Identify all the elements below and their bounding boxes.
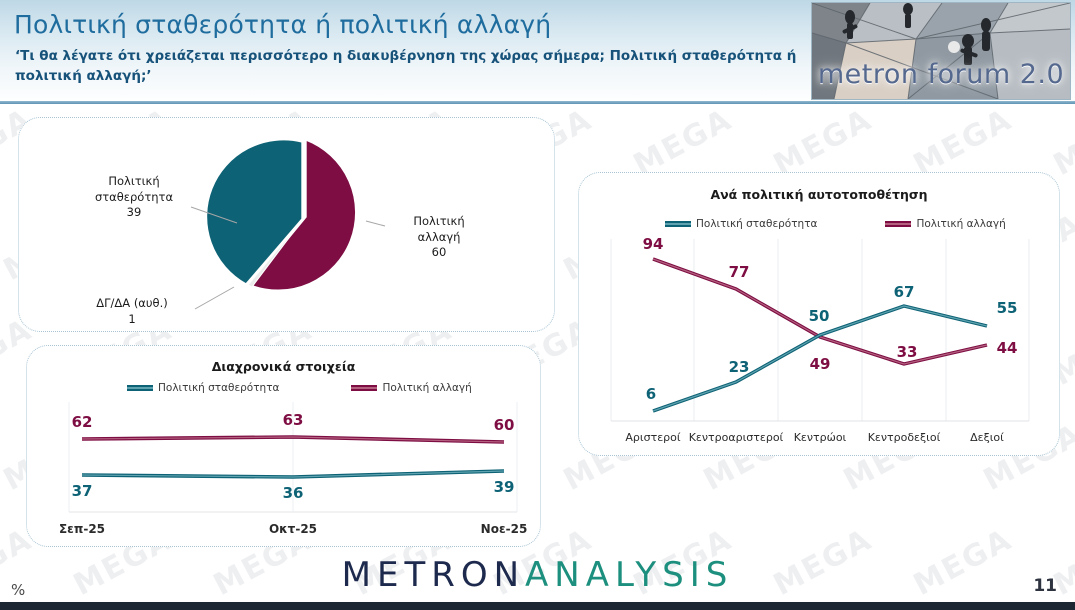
trend-line-chart: 62 63 60 37 36 39 Σεπ-25 Οκτ-25 Νοε-25 bbox=[59, 402, 528, 536]
self-line-change-inner bbox=[652, 258, 988, 365]
brand-analysis: ANALYSIS bbox=[525, 555, 734, 595]
page-title: Πολιτική σταθερότητα ή πολιτική αλλαγή bbox=[14, 10, 552, 39]
watermark-text: MEGA bbox=[907, 102, 1019, 183]
panel-overall-pie: Πολιτική σταθερότητα 39 Πολιτική αλλαγή … bbox=[18, 117, 555, 332]
pie-slice-stability bbox=[205, 139, 303, 285]
self-line-chart: 94 77 49 33 44 6 23 50 67 55 Αριστεροί Κ… bbox=[610, 235, 1030, 444]
trend-legend-label-change: Πολιτική αλλαγή bbox=[382, 382, 472, 394]
self-label-stability-3: 67 bbox=[894, 283, 915, 301]
trend-xtick-1: Οκτ-25 bbox=[269, 522, 317, 536]
page-number: 11 bbox=[1033, 576, 1057, 596]
brand-metron: METRON bbox=[341, 555, 526, 595]
trend-legend-swatch-change bbox=[351, 385, 378, 391]
pie-label-stability-value: 39 bbox=[126, 205, 142, 220]
self-line-stability-inner bbox=[652, 305, 988, 412]
footer-bar bbox=[0, 602, 1075, 610]
slide-header: Πολιτική σταθερότητα ή πολιτική αλλαγή ‘… bbox=[0, 0, 1075, 104]
self-label-change-1: 77 bbox=[729, 263, 750, 281]
self-legend-label-stability: Πολιτική σταθερότητα bbox=[696, 218, 818, 230]
self-xtick-0: Αριστεροί bbox=[625, 431, 680, 444]
panel-trend-over-time: Διαχρονικά στοιχεία Πολιτική σταθερότητα… bbox=[26, 345, 541, 547]
pie-slice-dkdn bbox=[247, 217, 305, 288]
metron-analysis-logo: METRONANALYSIS bbox=[0, 555, 1075, 595]
self-legend-item-stability: Πολιτική σταθερότητα bbox=[665, 218, 817, 230]
self-label-stability-4: 55 bbox=[997, 299, 1018, 317]
trend-label-stability-0: 37 bbox=[72, 482, 93, 500]
trend-legend: Πολιτική σταθερότητα Πολιτική αλλαγή bbox=[127, 382, 472, 394]
logo-photo-graphic bbox=[812, 3, 1070, 99]
self-label-change-4: 44 bbox=[997, 339, 1018, 357]
trend-xtick-0: Σεπ-25 bbox=[59, 522, 105, 536]
watermark-text: MEGA bbox=[767, 102, 879, 183]
watermark-text: MEGA bbox=[1047, 102, 1075, 183]
trend-legend-label-stability: Πολιτική σταθερότητα bbox=[158, 382, 280, 394]
self-legend-swatch-stability bbox=[665, 221, 691, 227]
self-xtick-1: Κεντροαριστεροί bbox=[689, 431, 784, 444]
self-label-stability-2: 50 bbox=[809, 307, 830, 325]
self-xtick-4: Δεξιοί bbox=[970, 431, 1004, 444]
self-label-change-0: 94 bbox=[643, 235, 664, 253]
pie-label-dkdn: ΔΓ/ΔΑ (αυθ.) 1 bbox=[67, 296, 197, 327]
trend-label-stability-2: 39 bbox=[494, 478, 515, 496]
trend-chart-title: Διαχρονικά στοιχεία bbox=[211, 359, 356, 374]
trend-legend-item-change: Πολιτική αλλαγή bbox=[351, 382, 472, 394]
self-label-stability-1: 23 bbox=[729, 358, 750, 376]
self-legend-item-change: Πολιτική αλλαγή bbox=[885, 218, 1006, 230]
trend-label-change-2: 60 bbox=[494, 416, 515, 434]
pie-label-dkdn-value: 1 bbox=[128, 311, 136, 326]
logo-text: metron forum 2.0 bbox=[817, 59, 1065, 90]
page-subtitle: ‘Τι θα λέγατε ότι χρειάζεται περισσότερο… bbox=[15, 48, 797, 84]
trend-label-change-0: 62 bbox=[72, 413, 93, 431]
self-legend-swatch-change bbox=[885, 221, 912, 227]
self-legend-label-change: Πολιτική αλλαγή bbox=[916, 218, 1006, 230]
pie-label-change-line1: Πολιτική αλλαγή bbox=[413, 214, 465, 244]
self-label-stability-0: 6 bbox=[646, 385, 656, 403]
self-legend: Πολιτική σταθερότητα Πολιτική αλλαγή bbox=[665, 218, 1006, 230]
trend-line-stability-inner bbox=[81, 470, 505, 478]
self-label-change-3: 33 bbox=[897, 343, 918, 361]
pie-chart bbox=[190, 138, 386, 310]
trend-label-change-1: 63 bbox=[283, 411, 304, 429]
trend-line-change-inner bbox=[81, 436, 505, 443]
self-chart-title: Ανά πολιτική αυτοτοποθέτηση bbox=[710, 187, 928, 202]
pie-label-dkdn-text: ΔΓ/ΔΑ (αυθ.) bbox=[96, 296, 168, 310]
panel-by-self-placement: Ανά πολιτική αυτοτοποθέτηση Πολιτική στα… bbox=[578, 172, 1060, 456]
self-xtick-2: Κεντρώοι bbox=[794, 431, 847, 444]
pie-label-change: Πολιτική αλλαγή 60 bbox=[384, 214, 494, 261]
pie-slice-change bbox=[248, 138, 357, 291]
trend-legend-item-stability: Πολιτική σταθερότητα bbox=[127, 382, 279, 394]
trend-label-stability-1: 36 bbox=[283, 484, 304, 502]
pie-label-change-value: 60 bbox=[431, 245, 447, 260]
pie-label-stability: Πολιτική σταθερότητα 39 bbox=[79, 174, 189, 221]
pie-label-stability-line1: Πολιτική σταθερότητα bbox=[94, 174, 174, 204]
trend-xtick-2: Νοε-25 bbox=[481, 522, 528, 536]
pie-leader-change bbox=[365, 220, 386, 227]
metron-forum-logo: metron forum 2.0 bbox=[811, 2, 1071, 100]
self-xtick-3: Κεντροδεξιοί bbox=[868, 431, 941, 444]
self-label-change-2: 49 bbox=[810, 355, 831, 373]
pie-leader-stability bbox=[190, 206, 238, 224]
watermark-text: MEGA bbox=[627, 102, 739, 183]
percent-symbol: % bbox=[11, 581, 26, 599]
trend-legend-swatch-stability bbox=[127, 385, 153, 391]
pie-leader-dkdn bbox=[194, 286, 235, 310]
